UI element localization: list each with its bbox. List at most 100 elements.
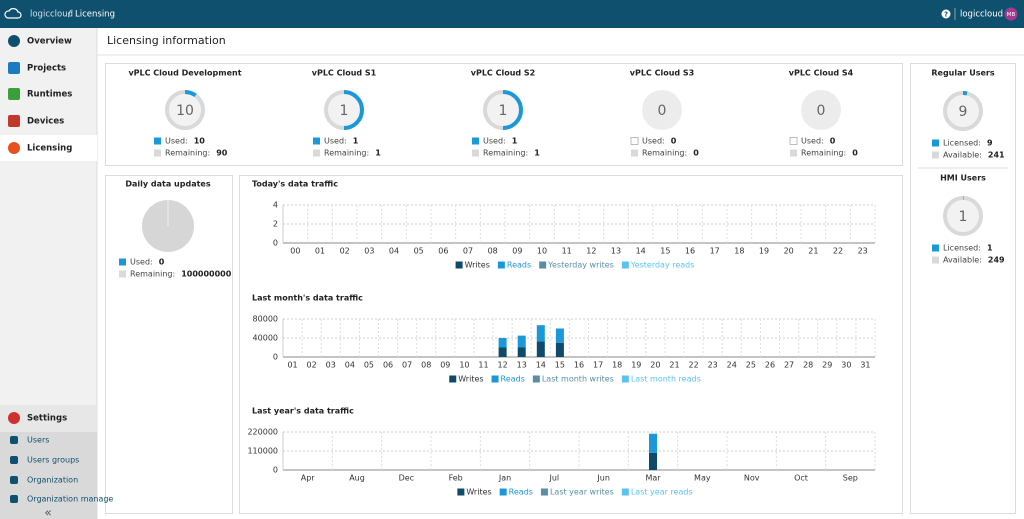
legend-value: 1: [987, 244, 993, 253]
x-tick-label: 16: [574, 361, 584, 370]
x-tick-label: Jun: [596, 474, 610, 483]
legend-label: Remaining:: [801, 149, 846, 158]
x-tick-label: 10: [537, 247, 547, 256]
logo[interactable]: [4, 8, 22, 19]
legend-label: Remaining:: [324, 149, 369, 158]
legend-swatch: [472, 137, 479, 145]
legend-value: 1: [375, 149, 381, 158]
x-tick-label: 08: [488, 247, 498, 256]
legend-value: 241: [988, 151, 1005, 160]
gauge-value: 10: [176, 103, 194, 119]
brand[interactable]: logiccloud: [30, 10, 73, 20]
daily-title: Daily data updates: [125, 180, 210, 189]
legend-swatch: [932, 139, 939, 147]
nav-item[interactable]: Runtimes: [27, 90, 72, 100]
legend-value: 9: [987, 139, 993, 148]
settings-item[interactable]: Users groups: [27, 456, 79, 465]
x-tick-label: 23: [708, 361, 718, 370]
x-tick-label: 14: [636, 247, 646, 256]
legend-label: Remaining:: [165, 149, 210, 158]
x-tick-label: 21: [808, 247, 818, 256]
settings-item[interactable]: Organization manage: [27, 495, 113, 504]
nav-item[interactable]: Overview: [27, 37, 72, 47]
x-tick-label: Apr: [301, 474, 316, 483]
x-tick-label: May: [694, 474, 711, 483]
nav-item[interactable]: Devices: [27, 117, 64, 127]
x-tick-label: Mar: [645, 474, 661, 483]
x-tick-label: 19: [759, 247, 769, 256]
y-tick-label: 40000: [253, 334, 278, 343]
help-icon[interactable]: [941, 9, 951, 19]
bar: [517, 335, 526, 348]
avatar-text[interactable]: MB: [1007, 12, 1016, 18]
bar: [498, 347, 507, 357]
settings-item[interactable]: Organization: [27, 476, 78, 485]
legend-label: Reads: [509, 488, 533, 497]
x-tick-label: 13: [611, 247, 621, 256]
legend-label: Yesterday reads: [630, 261, 695, 270]
legend-label: Last year writes: [550, 488, 614, 497]
users-title: Regular Users: [931, 69, 995, 78]
legend-value: 1: [353, 137, 359, 146]
bar: [649, 433, 657, 453]
legend-value: 0: [693, 149, 699, 158]
x-tick-label: 18: [612, 361, 622, 370]
x-tick-label: 11: [562, 247, 572, 256]
legend-swatch: [449, 375, 457, 383]
legend-value: 0: [159, 258, 165, 267]
help[interactable]: ?: [944, 11, 948, 19]
x-tick-label: 03: [326, 361, 336, 370]
legend-swatch: [631, 149, 638, 157]
license-name: vPLC Cloud S1: [312, 69, 377, 78]
breadcrumb-sep: /: [68, 10, 71, 20]
settings-icon: [8, 412, 20, 424]
legend-label: Used:: [801, 137, 824, 146]
nav-icon: [8, 62, 20, 74]
x-tick-label: 04: [345, 361, 355, 370]
legend-label: Used:: [130, 258, 153, 267]
x-tick-label: 22: [833, 247, 843, 256]
x-tick-label: 26: [765, 361, 775, 370]
x-tick-label: 09: [440, 361, 450, 370]
gauge-empty: [642, 90, 682, 130]
nav-item[interactable]: Projects: [27, 64, 66, 74]
gauge-value: 9: [959, 104, 968, 120]
legend-label: Last year reads: [631, 488, 693, 497]
y-tick-label: 2: [273, 220, 278, 229]
nav-icon: [8, 142, 20, 154]
legend-swatch: [455, 261, 463, 269]
legend-label: Writes: [465, 261, 490, 270]
legend-swatch: [539, 261, 547, 269]
nav-item[interactable]: Licensing: [27, 144, 72, 154]
collapse[interactable]: «: [44, 506, 51, 519]
legend-swatch: [932, 151, 939, 159]
legend-value: 90: [216, 149, 228, 158]
x-tick-label: 07: [402, 361, 412, 370]
legend-swatch: [499, 488, 507, 496]
settings-icon: [10, 456, 18, 464]
breadcrumb-page: Licensing: [75, 10, 115, 20]
settings[interactable]: Settings: [27, 414, 67, 424]
avatar[interactable]: [1004, 7, 1018, 21]
legend-swatch: [932, 256, 939, 264]
x-tick-label: 00: [290, 247, 300, 256]
x-tick-label: 16: [685, 247, 695, 256]
legend-swatch: [472, 149, 479, 157]
y-tick-label: 0: [273, 353, 278, 362]
x-tick-label: 24: [727, 361, 737, 370]
header: [0, 0, 1024, 28]
legend-swatch: [491, 375, 499, 383]
user-name[interactable]: logiccloud: [960, 10, 1003, 20]
x-tick-label: 17: [710, 247, 720, 256]
x-tick-label: 20: [650, 361, 660, 370]
page-title: Licensing information: [107, 34, 226, 47]
x-tick-label: 19: [631, 361, 641, 370]
legend-label: Remaining:: [483, 149, 528, 158]
x-tick-label: 06: [383, 361, 393, 370]
legend-label: Used:: [324, 137, 347, 146]
legend-label: Writes: [458, 375, 483, 384]
gauge-value: 1: [959, 209, 968, 225]
settings-item[interactable]: Users: [27, 436, 49, 445]
legend-swatch: [621, 488, 629, 496]
